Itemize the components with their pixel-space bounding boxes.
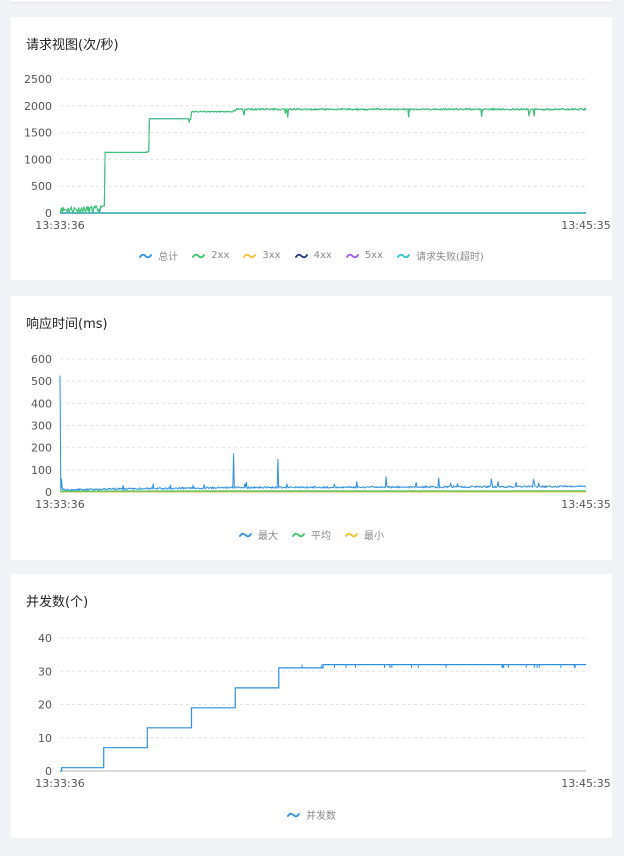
legend-item[interactable]: 请求失败(超时)	[397, 248, 484, 263]
legend-label: 3xx	[262, 250, 281, 261]
y-tick-label: 0	[45, 765, 52, 778]
wave-icon	[239, 532, 252, 537]
y-tick-label: 400	[31, 397, 52, 410]
legend: 总计 2xx 3xx 4xx 5xx 请求失败(超时)	[11, 248, 612, 263]
y-tick-label: 1000	[24, 153, 52, 166]
legend-item[interactable]: 最大	[239, 527, 278, 542]
x-tick-label-end: 13:45:35	[561, 498, 610, 511]
chart-card-concurrency: 并发数(个) 0 10 20 30 40 13:33:36 13:45:35 并发数	[11, 574, 612, 838]
wave-icon	[292, 532, 305, 537]
y-tick-label: 300	[31, 420, 52, 433]
legend-label: 最大	[258, 531, 278, 542]
y-tick-label: 500	[31, 375, 52, 388]
legend-label: 平均	[311, 531, 331, 542]
wave-icon	[243, 253, 257, 258]
legend-label: 2xx	[211, 250, 230, 261]
series-line	[59, 375, 587, 492]
wave-icon	[192, 253, 206, 258]
chart-card-requests: 请求视图(次/秒) 0 500 1000 1500 2000 2500 13:33:36 13…	[11, 17, 612, 280]
legend-item[interactable]: 平均	[292, 527, 331, 542]
chart-card-latency: 响应时间(ms) 0 100 200 300 400 500 600 13:33:36 13:4…	[11, 296, 612, 560]
y-tick-label: 20	[38, 699, 52, 712]
wave-icon	[139, 253, 153, 258]
wave-icon	[345, 253, 359, 258]
legend-item[interactable]: 总计	[139, 248, 178, 263]
x-tick-label-end: 13:45:35	[561, 219, 610, 232]
y-tick-label: 0	[45, 486, 52, 499]
y-tick-label: 100	[31, 464, 52, 477]
y-tick-label: 2500	[24, 73, 52, 86]
legend-label: 并发数	[306, 811, 336, 822]
series-line	[59, 107, 587, 215]
x-tick-label-end: 13:45:35	[561, 777, 610, 790]
legend-label: 4xx	[313, 250, 332, 261]
legend-label: 总计	[158, 252, 179, 263]
wave-icon	[294, 253, 308, 258]
x-tick-label-start: 13:33:36	[35, 498, 84, 511]
y-tick-label: 10	[38, 732, 52, 745]
legend-label: 5xx	[364, 250, 383, 261]
top-divider	[11, 0, 612, 3]
y-tick-label: 200	[31, 442, 52, 455]
latency-chart: 0 100 200 300 400 500 600 13:33:36 13:45:35	[31, 353, 611, 511]
legend-item[interactable]: 5xx	[345, 250, 383, 261]
wave-icon	[287, 812, 300, 817]
legend: 最大 平均 最小	[11, 527, 612, 542]
legend-item[interactable]: 3xx	[243, 250, 281, 261]
legend-item[interactable]: 并发数	[287, 807, 336, 822]
y-tick-label: 500	[31, 180, 52, 193]
legend-label: 请求失败(超时)	[416, 252, 484, 263]
y-tick-label: 600	[31, 353, 52, 366]
x-tick-label-start: 13:33:36	[35, 777, 84, 790]
chart-title: 响应时间(ms)	[26, 317, 108, 332]
legend: 并发数	[11, 807, 612, 822]
requests-chart: 0 500 1000 1500 2000 2500 13:33:36 13:45:35	[24, 73, 611, 232]
series-line	[60, 663, 586, 772]
y-tick-label: 30	[38, 665, 52, 678]
legend-label: 最小	[364, 531, 384, 542]
y-tick-label: 1500	[24, 127, 52, 140]
x-tick-label-start: 13:33:36	[35, 219, 84, 232]
wave-icon	[397, 253, 410, 258]
legend-item[interactable]: 4xx	[294, 250, 332, 261]
chart-title: 并发数(个)	[26, 595, 89, 610]
y-tick-label: 40	[38, 632, 52, 645]
y-tick-label: 2000	[24, 100, 52, 113]
wave-icon	[345, 532, 358, 537]
concurrency-chart: 0 10 20 30 40 13:33:36 13:45:35	[35, 632, 610, 790]
legend-item[interactable]: 2xx	[192, 250, 229, 261]
chart-title: 请求视图(次/秒)	[26, 38, 119, 53]
y-tick-label: 0	[45, 207, 52, 220]
legend-item[interactable]: 最小	[345, 527, 384, 542]
series-line	[59, 107, 587, 215]
